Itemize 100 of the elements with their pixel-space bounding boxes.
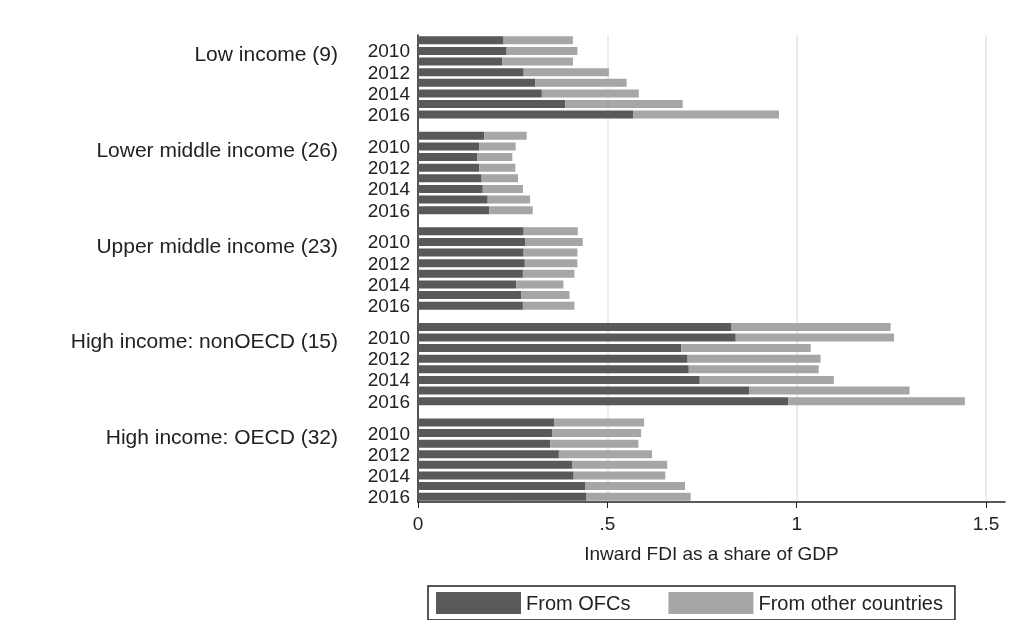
y-tick-label: 2014 — [367, 464, 411, 486]
x-axis-title: Inward FDI as a share of GDP — [584, 543, 839, 564]
bar — [572, 460, 668, 469]
y-tick-label: 2010 — [367, 135, 410, 157]
y-tick-label: 2014 — [367, 369, 411, 391]
bar — [418, 291, 522, 300]
bar — [523, 227, 578, 236]
x-tick-label: 1 — [791, 513, 802, 534]
bar — [748, 386, 910, 395]
bar — [418, 375, 700, 384]
bar — [535, 78, 627, 87]
bar — [558, 450, 653, 459]
bar — [521, 291, 570, 300]
bar — [731, 322, 891, 331]
bar — [418, 365, 689, 374]
y-tick-label: 2016 — [367, 486, 410, 508]
bar — [687, 354, 821, 363]
bar — [418, 153, 478, 162]
bar — [418, 142, 480, 151]
y-tick-label: 2014 — [367, 273, 411, 295]
bar — [523, 248, 578, 257]
bar — [418, 386, 749, 395]
bar — [681, 344, 811, 353]
x-tick-label: .5 — [599, 513, 616, 534]
bar — [479, 142, 516, 151]
bar — [418, 492, 587, 501]
y-tick-label: 2014 — [367, 82, 411, 104]
bar — [418, 68, 524, 77]
bar — [418, 429, 553, 438]
y-tick-label: 2012 — [367, 61, 410, 83]
bar — [523, 68, 609, 77]
bar — [418, 57, 503, 66]
bar — [487, 195, 531, 204]
y-tick-label: 2012 — [367, 252, 410, 274]
text: Upper middle income (23) — [96, 233, 338, 257]
bar — [481, 174, 518, 183]
text: Lower middle income (26) — [96, 137, 338, 161]
legend-label: From other countries — [758, 592, 943, 614]
bar — [418, 354, 688, 363]
bar — [418, 460, 573, 469]
bar — [516, 280, 564, 289]
bar — [418, 344, 682, 353]
y-tick-label: 2010 — [367, 231, 410, 253]
y-tick-label: 2010 — [367, 422, 410, 444]
bar — [418, 248, 524, 257]
bar — [541, 89, 639, 98]
bar — [418, 206, 490, 215]
bar — [418, 131, 485, 140]
y-tick-label: 2012 — [367, 157, 410, 179]
bar — [418, 471, 574, 480]
bar — [418, 322, 732, 331]
legend-label: From OFCs — [526, 592, 631, 614]
bar — [688, 365, 819, 374]
bar — [418, 99, 566, 108]
bar — [418, 333, 736, 342]
bar — [585, 482, 685, 491]
bar — [418, 46, 507, 55]
bar — [525, 237, 583, 246]
y-tick-label: 2016 — [367, 104, 410, 126]
bar — [484, 131, 527, 140]
bar — [418, 78, 536, 87]
bar — [586, 492, 691, 501]
y-tick-label: 2012 — [367, 443, 410, 465]
bar — [506, 46, 578, 55]
bar — [479, 163, 516, 172]
y-tick-label: 2010 — [367, 40, 410, 62]
bar — [633, 110, 779, 119]
text: High income: OECD (32) — [105, 424, 338, 448]
y-tick-label: 2014 — [367, 178, 411, 200]
bar — [418, 269, 523, 278]
bar — [418, 227, 524, 236]
bar — [522, 269, 575, 278]
bar — [418, 450, 559, 459]
bar — [418, 174, 482, 183]
bar — [788, 397, 965, 406]
bar — [553, 418, 645, 427]
y-tick-label: 2016 — [367, 199, 410, 221]
bar — [699, 375, 834, 384]
bar — [573, 471, 666, 480]
bar — [502, 57, 573, 66]
bar — [735, 333, 895, 342]
bar — [550, 439, 639, 448]
bar — [477, 153, 513, 162]
bar — [418, 89, 542, 98]
x-tick-label: 0 — [412, 513, 424, 534]
bar — [522, 301, 575, 310]
bar — [418, 280, 517, 289]
bar — [489, 206, 533, 215]
bar — [418, 36, 504, 45]
bar — [503, 36, 573, 45]
bar — [418, 110, 634, 119]
bar — [552, 429, 642, 438]
bar — [524, 259, 578, 268]
x-tick-label: 1.5 — [972, 513, 1000, 534]
bar — [418, 237, 526, 246]
y-tick-label: 2016 — [367, 295, 410, 317]
y-tick-label: 2010 — [367, 326, 410, 348]
bar — [418, 439, 551, 448]
bar — [418, 163, 480, 172]
bar — [418, 301, 523, 310]
